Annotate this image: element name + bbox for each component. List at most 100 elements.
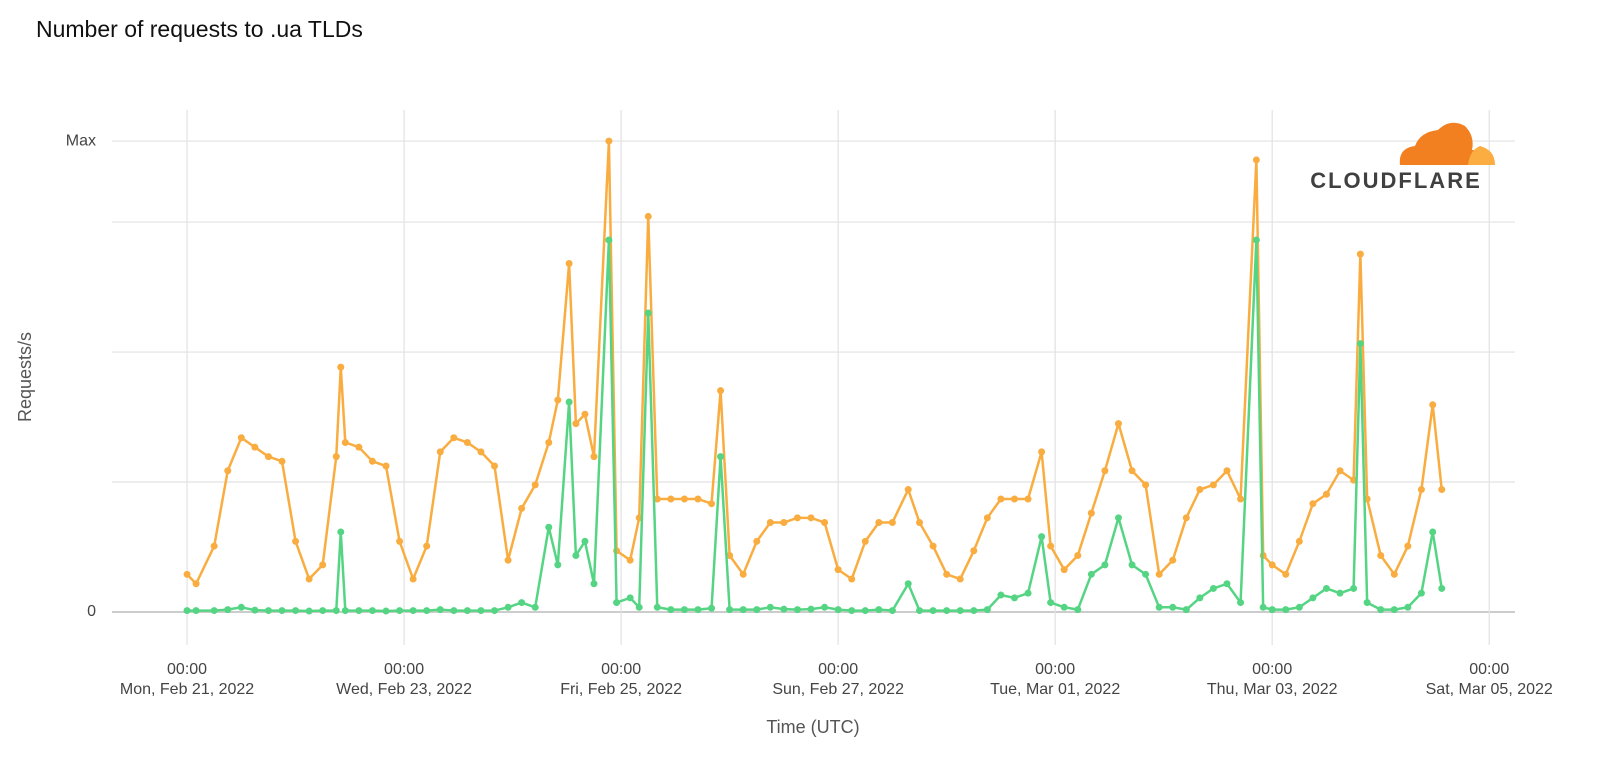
point — [278, 457, 286, 465]
point — [581, 537, 589, 545]
point — [626, 594, 634, 602]
point — [1010, 594, 1018, 602]
logo-cloud — [1468, 146, 1495, 165]
point — [319, 607, 327, 615]
logo-text: CLOUDFLARE — [1310, 168, 1482, 193]
point — [888, 607, 896, 615]
point — [1047, 599, 1055, 607]
point — [183, 607, 191, 615]
point — [861, 607, 869, 615]
point — [875, 519, 883, 527]
point — [341, 438, 349, 446]
point — [1209, 584, 1217, 592]
point — [970, 547, 978, 555]
point — [717, 387, 725, 395]
series — [183, 236, 1446, 615]
point — [368, 607, 376, 615]
plot — [183, 137, 1446, 615]
point — [1404, 603, 1412, 611]
point — [337, 528, 345, 536]
point — [382, 462, 390, 470]
x-tick-label: Fri, Feb 25, 2022 — [560, 681, 682, 698]
point — [726, 606, 734, 614]
point — [1010, 495, 1018, 503]
point — [807, 514, 815, 522]
point — [780, 605, 788, 613]
point — [605, 137, 613, 145]
line — [187, 238, 1443, 613]
point — [1169, 603, 1177, 611]
point — [463, 438, 471, 446]
point — [605, 236, 613, 244]
point — [780, 519, 788, 527]
point — [332, 453, 340, 461]
point — [1182, 514, 1190, 522]
point — [554, 396, 562, 404]
point — [192, 607, 200, 615]
point — [436, 448, 444, 456]
point — [210, 607, 218, 615]
point — [504, 556, 512, 564]
point — [423, 607, 431, 615]
x-tick-label: Wed, Feb 23, 2022 — [336, 681, 472, 698]
point — [1155, 570, 1163, 578]
point — [1438, 584, 1446, 592]
point — [423, 542, 431, 550]
point — [1252, 156, 1260, 164]
point — [644, 212, 652, 220]
point — [237, 434, 245, 442]
point — [368, 457, 376, 465]
point — [1336, 589, 1344, 597]
point — [491, 607, 499, 615]
point — [717, 453, 725, 461]
point — [1060, 603, 1068, 611]
point — [1322, 490, 1330, 498]
point — [1087, 570, 1095, 578]
point — [1024, 495, 1032, 503]
point — [1114, 514, 1122, 522]
point — [807, 605, 815, 613]
point — [491, 462, 499, 470]
point — [1282, 606, 1290, 614]
x-tick-label: Sun, Feb 27, 2022 — [772, 681, 904, 698]
point — [477, 448, 485, 456]
point — [708, 604, 716, 612]
point — [572, 420, 580, 428]
point — [888, 519, 896, 527]
y-tick-label: Max — [66, 132, 96, 149]
point — [518, 599, 526, 607]
point — [1322, 584, 1330, 592]
point — [1390, 606, 1398, 614]
point — [793, 514, 801, 522]
point — [916, 607, 924, 615]
point — [396, 537, 404, 545]
point — [305, 607, 313, 615]
point — [635, 603, 643, 611]
point — [653, 495, 661, 503]
y-axis-title: Requests/s — [15, 332, 35, 422]
x-tick-label: 00:00 — [601, 661, 641, 678]
point — [210, 542, 218, 550]
point — [834, 566, 842, 574]
point — [916, 519, 924, 527]
point — [1196, 594, 1204, 602]
point — [337, 363, 345, 371]
point — [305, 575, 313, 583]
point — [224, 606, 232, 614]
x-tick-label: Thu, Mar 03, 2022 — [1207, 681, 1338, 698]
point — [726, 551, 734, 559]
point — [1087, 509, 1095, 517]
point — [1038, 533, 1046, 541]
point — [450, 434, 458, 442]
point — [1060, 566, 1068, 574]
point — [848, 575, 856, 583]
point — [319, 561, 327, 569]
x-tick-label: 00:00 — [1035, 661, 1075, 678]
point — [531, 481, 539, 489]
point — [1377, 606, 1385, 614]
point — [224, 467, 232, 475]
point — [708, 500, 716, 508]
point — [613, 599, 621, 607]
point — [355, 443, 363, 451]
